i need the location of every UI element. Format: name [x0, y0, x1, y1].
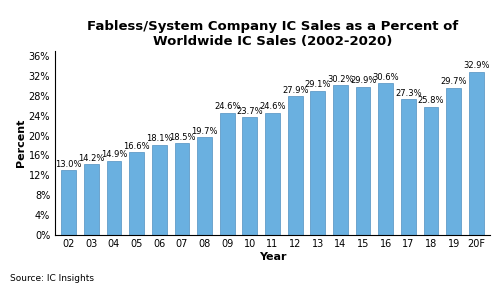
Text: 24.6%: 24.6% [259, 102, 286, 111]
Text: 14.2%: 14.2% [78, 154, 104, 163]
Text: Source: IC Insights: Source: IC Insights [10, 274, 94, 283]
Y-axis label: Percent: Percent [16, 119, 26, 167]
Text: 29.9%: 29.9% [350, 76, 376, 85]
Text: 19.7%: 19.7% [192, 127, 218, 136]
Text: 18.1%: 18.1% [146, 134, 172, 144]
Bar [152, 145, 166, 235]
Bar [424, 107, 438, 235]
Bar [220, 113, 234, 235]
Bar [446, 88, 461, 235]
Text: 25.8%: 25.8% [418, 96, 444, 106]
Bar [174, 143, 189, 235]
Bar [356, 87, 370, 235]
Text: 32.9%: 32.9% [463, 61, 489, 70]
Text: 27.3%: 27.3% [395, 89, 421, 98]
Bar [310, 91, 325, 235]
Bar [333, 85, 348, 235]
Text: 29.7%: 29.7% [440, 77, 467, 86]
Text: 13.0%: 13.0% [56, 160, 82, 169]
Text: 30.6%: 30.6% [372, 73, 399, 82]
Bar [242, 117, 257, 235]
Text: 24.6%: 24.6% [214, 102, 240, 111]
Bar [401, 100, 416, 235]
Text: 29.1%: 29.1% [304, 80, 331, 89]
Text: 18.5%: 18.5% [168, 132, 195, 142]
X-axis label: Year: Year [259, 252, 286, 262]
Bar [265, 113, 280, 235]
Bar [469, 72, 484, 235]
Bar [84, 164, 98, 235]
Bar [378, 83, 393, 235]
Title: Fabless/System Company IC Sales as a Percent of
Worldwide IC Sales (2002-2020): Fabless/System Company IC Sales as a Per… [87, 19, 458, 47]
Bar [288, 96, 302, 235]
Bar [129, 152, 144, 235]
Bar [106, 161, 122, 235]
Text: 16.6%: 16.6% [123, 142, 150, 151]
Text: 14.9%: 14.9% [100, 150, 127, 159]
Text: 23.7%: 23.7% [236, 107, 263, 116]
Text: 30.2%: 30.2% [327, 75, 353, 84]
Text: 27.9%: 27.9% [282, 86, 308, 95]
Bar [197, 137, 212, 235]
Bar [61, 170, 76, 235]
